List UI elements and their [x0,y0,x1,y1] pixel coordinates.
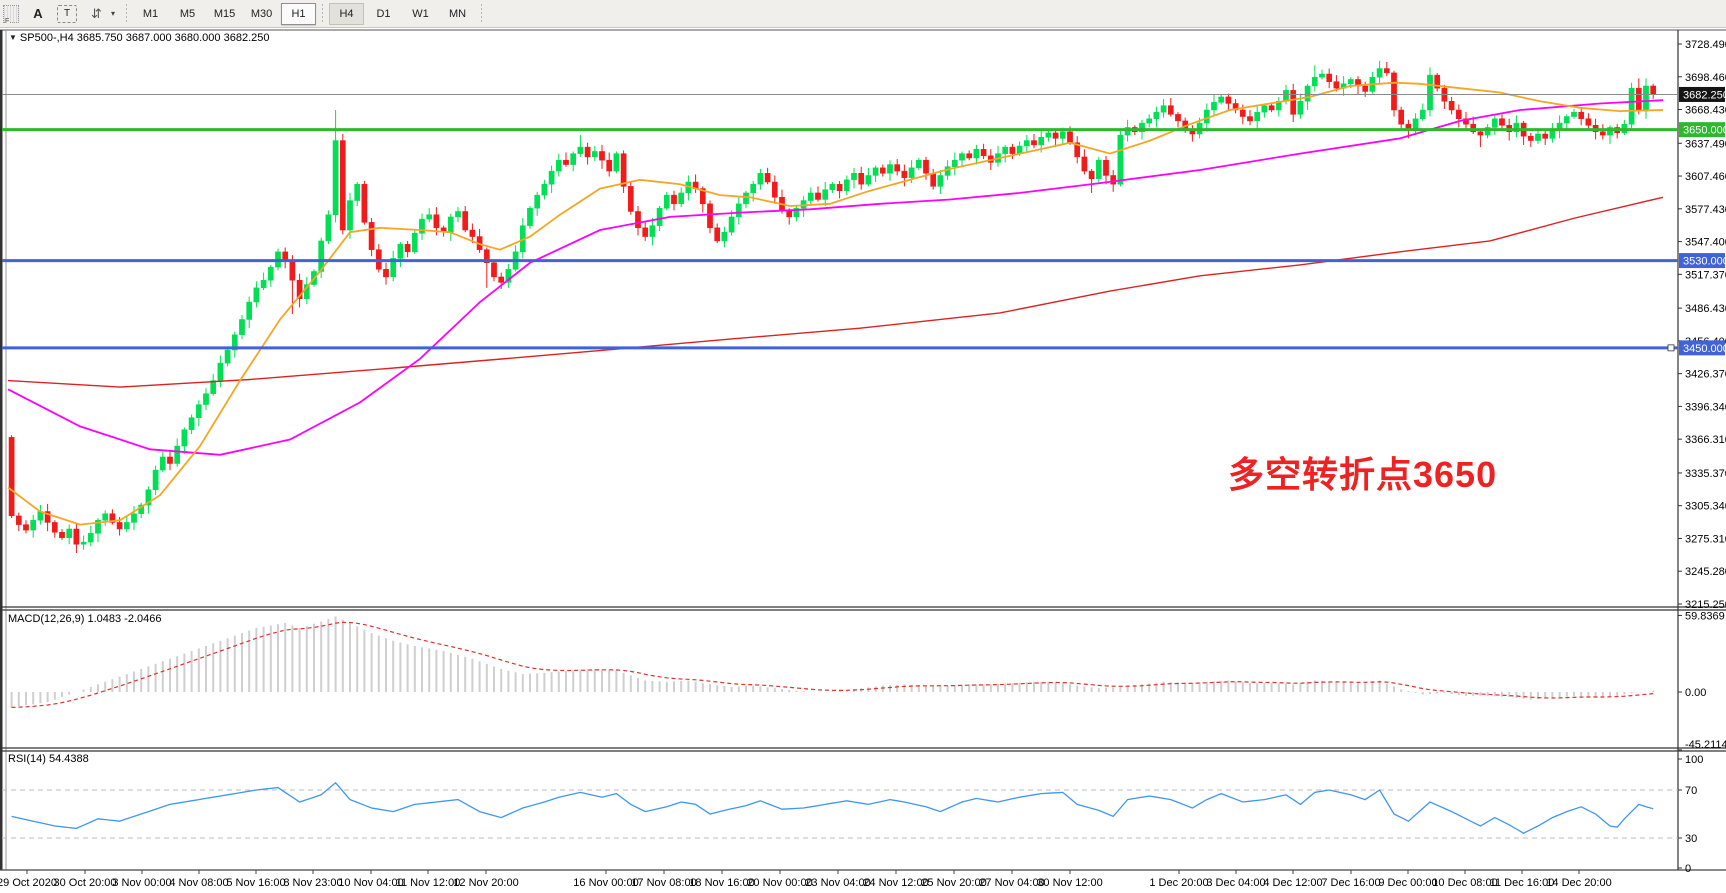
fast-ma-line [7,81,1664,526]
period-button-w1[interactable]: W1 [412,7,429,20]
svg-text:3396.340: 3396.340 [1685,401,1726,413]
svg-text:29 Oct 2020: 29 Oct 2020 [0,877,57,889]
svg-text:18 Nov 16:00: 18 Nov 16:00 [689,877,754,889]
svg-text:3650.000: 3650.000 [1683,125,1726,137]
period-button-m1[interactable]: M1 [142,7,159,20]
period-button-m30[interactable]: M30 [250,7,273,20]
svg-text:3728.490: 3728.490 [1685,39,1726,51]
candlestick-series [8,60,1657,553]
svg-text:17 Nov 08:00: 17 Nov 08:00 [631,877,696,889]
line-drag-handle[interactable] [1667,344,1675,352]
period-button-d1[interactable]: D1 [376,7,391,20]
panel-borders [0,29,1726,871]
macd-panel: 59.8369 0.00 -45.2114 [10,610,1726,751]
svg-text:3530.000: 3530.000 [1683,256,1726,268]
svg-text:3547.400: 3547.400 [1685,237,1726,249]
svg-text:3366.310: 3366.310 [1685,434,1726,446]
toolbar-separator [481,3,483,24]
svg-text:5 Nov 16:00: 5 Nov 16:00 [226,877,285,889]
svg-text:3486.430: 3486.430 [1685,303,1726,315]
svg-text:10 Nov 04:00: 10 Nov 04:00 [338,877,403,889]
svg-text:3607.460: 3607.460 [1685,171,1726,183]
svg-text:16 Nov 00:00: 16 Nov 00:00 [573,877,638,889]
period-button-m5[interactable]: M5 [179,7,196,20]
svg-text:20 Nov 00:00: 20 Nov 00:00 [747,877,812,889]
svg-text:12 Nov 20:00: 12 Nov 20:00 [453,877,518,889]
svg-text:14 Dec 20:00: 14 Dec 20:00 [1546,877,1611,889]
svg-text:3450.000: 3450.000 [1683,343,1726,355]
svg-text:0: 0 [1685,863,1691,875]
svg-text:11 Nov 12:00: 11 Nov 12:00 [396,877,461,889]
svg-text:8 Nov 23:00: 8 Nov 23:00 [283,877,342,889]
symbol-ohlc-line[interactable]: ▼ SP500-,H4 3685.750 3687.000 3680.000 36… [9,32,269,44]
price-badge [1679,86,1725,102]
svg-text:3245.280: 3245.280 [1685,566,1726,578]
chevron-down-icon[interactable]: ▾ [111,9,116,18]
rsi-panel: 100 70 30 0 [2,754,1703,875]
svg-text:24 Nov 12:00: 24 Nov 12:00 [863,877,928,889]
svg-text:4 Dec 12:00: 4 Dec 12:00 [1263,877,1322,889]
chart-area[interactable]: 3728.490 3698.460 3668.430 3637.490 3607.460… [0,28,1726,893]
price-badge [1679,253,1725,269]
svg-text:30 Oct 20:00: 30 Oct 20:00 [54,877,117,889]
toolbar-separator [126,3,128,24]
price-axis: 3728.490 3698.460 3668.430 3637.490 3607.460… [1678,39,1726,611]
period-button-mn[interactable]: MN [448,7,467,20]
horizontal-level-lines[interactable] [2,93,1678,352]
svg-text:1 Dec 20:00: 1 Dec 20:00 [1149,877,1208,889]
svg-text:-45.2114: -45.2114 [1685,739,1726,751]
svg-text:27 Nov 04:00: 27 Nov 04:00 [979,877,1044,889]
period-button-m15[interactable]: M15 [213,7,236,20]
svg-text:3426.370: 3426.370 [1685,369,1726,381]
svg-text:10 Dec 08:00: 10 Dec 08:00 [1432,877,1497,889]
svg-text:3335.370: 3335.370 [1685,468,1726,480]
svg-text:3 Dec 04:00: 3 Dec 04:00 [1206,877,1265,889]
arrows-tool-icon[interactable]: ⇵ [91,5,102,21]
period-button-h1[interactable]: H1 [281,2,317,25]
price-badge [1679,340,1725,356]
svg-text:3215.250: 3215.250 [1685,599,1726,611]
svg-text:4 Nov 08:00: 4 Nov 08:00 [169,877,228,889]
macd-indicator-label: MACD(12,26,9) 1.0483 -2.0466 [8,613,162,625]
symbol-ohlc-text: SP500-,H4 3685.750 3687.000 3680.000 368… [19,32,270,44]
mid-ma-line [7,99,1664,456]
svg-text:3668.430: 3668.430 [1685,105,1726,117]
text-box-tool-button[interactable]: T [57,4,77,23]
svg-text:3275.310: 3275.310 [1685,533,1726,545]
macd-signal-line [11,621,1654,708]
svg-text:3682.250: 3682.250 [1683,89,1726,101]
svg-text:25 Nov 20:00: 25 Nov 20:00 [921,877,986,889]
svg-text:3305.340: 3305.340 [1685,501,1726,513]
svg-text:30: 30 [1685,833,1697,845]
svg-text:0.00: 0.00 [1685,687,1706,699]
svg-text:30 Nov 12:00: 30 Nov 12:00 [1037,877,1102,889]
toolbar: F A T ⇵ ▾ M1 M5 M15 M30 H1 H4 D1 W1 MN [0,0,1726,28]
text-label-tool-button[interactable]: A [33,6,43,21]
svg-text:3 Nov 00:00: 3 Nov 00:00 [112,877,171,889]
svg-text:7 Dec 16:00: 7 Dec 16:00 [1321,877,1380,889]
svg-text:3637.490: 3637.490 [1685,138,1726,150]
svg-text:11 Dec 16:00: 11 Dec 16:00 [1490,877,1555,889]
svg-text:3577.430: 3577.430 [1685,204,1726,216]
rsi-line [11,781,1654,834]
chart-text-annotation[interactable]: 多空转折点3650 [1228,454,1498,495]
svg-text:3698.460: 3698.460 [1685,72,1726,84]
period-button-h4[interactable]: H4 [329,2,365,25]
svg-text:100: 100 [1685,754,1703,766]
price-badge [1679,122,1725,138]
svg-text:70: 70 [1685,785,1697,797]
svg-text:59.8369: 59.8369 [1685,610,1725,622]
slow-ma-line [7,196,1664,388]
svg-text:3517.370: 3517.370 [1685,269,1726,281]
svg-text:23 Nov 04:00: 23 Nov 04:00 [805,877,870,889]
svg-text:9 Dec 00:00: 9 Dec 00:00 [1378,877,1437,889]
toolbar-separator [322,3,324,24]
collapse-triangle-icon[interactable]: ▼ [9,33,17,42]
toolbar-grip-icon[interactable]: F [3,4,19,25]
rsi-indicator-label: RSI(14) 54.4388 [8,753,89,765]
